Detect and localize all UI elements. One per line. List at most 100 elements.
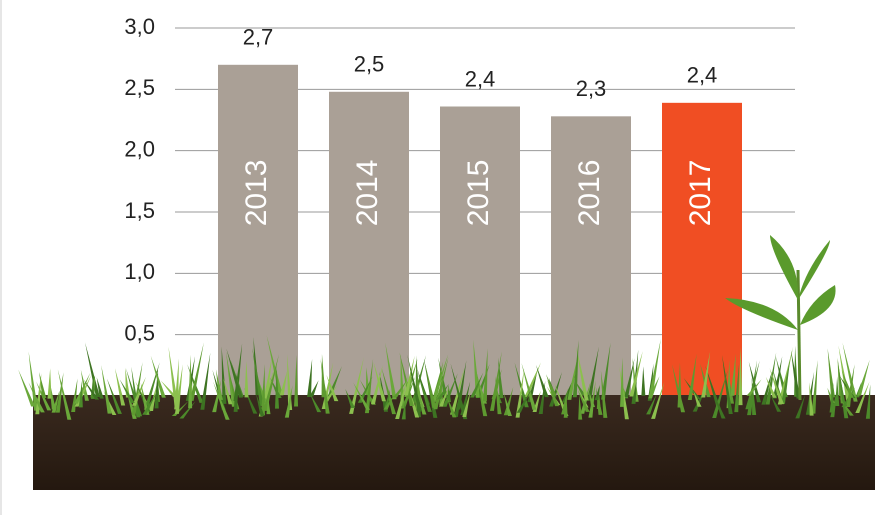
grass-blade bbox=[841, 369, 854, 398]
y-tick-label: 1,5 bbox=[124, 198, 155, 223]
grass-blade bbox=[160, 380, 178, 398]
leaf bbox=[798, 240, 830, 300]
grass-blade bbox=[349, 357, 364, 414]
grass-blade bbox=[260, 363, 265, 416]
grass-blade bbox=[266, 397, 271, 415]
grass-blade bbox=[532, 390, 541, 413]
grass-blade bbox=[373, 361, 387, 402]
grass-blade bbox=[126, 368, 143, 417]
grass-blade bbox=[646, 394, 657, 415]
category-label: 2013 bbox=[240, 160, 273, 227]
grass-blade bbox=[730, 353, 736, 396]
grass-blade bbox=[226, 348, 243, 398]
grass-blade bbox=[244, 387, 258, 414]
grass-blade bbox=[345, 388, 356, 408]
grass-blade bbox=[370, 364, 383, 405]
grass-blade bbox=[495, 387, 502, 404]
grass-blade bbox=[223, 378, 233, 405]
grass-blade bbox=[114, 368, 126, 406]
grass-blade bbox=[262, 354, 280, 411]
grass-blade bbox=[131, 362, 143, 416]
grass-blade bbox=[648, 338, 661, 396]
grass-blade bbox=[417, 369, 431, 405]
grass-blade bbox=[230, 359, 244, 397]
grass-blade bbox=[287, 354, 293, 410]
grass-blade bbox=[761, 370, 773, 405]
y-tick-label: 1,0 bbox=[124, 259, 155, 284]
grass-blade bbox=[827, 348, 836, 398]
grass-blade bbox=[549, 372, 562, 407]
grass-blade bbox=[446, 396, 457, 418]
grass-blade bbox=[431, 354, 449, 402]
grass-blade bbox=[648, 376, 660, 399]
grass-blade bbox=[324, 385, 338, 402]
grass-blade bbox=[353, 382, 371, 410]
grass-blade bbox=[713, 392, 726, 419]
grass-blade bbox=[672, 364, 686, 413]
grass-blade bbox=[620, 357, 625, 407]
grass-blade bbox=[150, 355, 166, 398]
grass-blade bbox=[495, 375, 502, 415]
grass-blade bbox=[855, 381, 870, 414]
bar bbox=[551, 116, 631, 406]
grass-blade bbox=[594, 384, 601, 401]
grass-blade bbox=[106, 378, 122, 414]
grass-blade bbox=[233, 343, 243, 402]
grass-blade bbox=[835, 376, 840, 406]
grass-blade bbox=[842, 342, 858, 402]
bar bbox=[218, 64, 298, 407]
grass-blade bbox=[221, 346, 227, 404]
grass-blade bbox=[187, 364, 204, 403]
bar bbox=[662, 102, 742, 407]
grass-blade bbox=[554, 383, 569, 417]
grass-blade bbox=[101, 365, 112, 414]
grass-blade bbox=[78, 380, 83, 408]
grass-blade bbox=[404, 355, 415, 396]
grass-blade bbox=[600, 342, 611, 400]
grass-blade bbox=[309, 380, 319, 397]
grass-blade bbox=[188, 354, 193, 409]
grass-blade bbox=[119, 379, 135, 403]
grass-blade bbox=[589, 391, 596, 407]
grass-blade bbox=[55, 372, 64, 413]
grass-blade bbox=[770, 394, 782, 412]
grass-blade bbox=[85, 342, 100, 398]
grass-blade bbox=[307, 358, 313, 397]
grass-blade bbox=[841, 387, 856, 408]
grass-blade bbox=[837, 357, 843, 396]
grass-blade bbox=[462, 390, 471, 418]
grass-blade bbox=[320, 359, 330, 414]
grass-blade bbox=[385, 342, 397, 400]
grass-blade bbox=[266, 335, 283, 396]
grass-blade bbox=[470, 372, 484, 398]
bar bbox=[440, 106, 520, 407]
leaf bbox=[770, 235, 799, 300]
grass-blade bbox=[438, 387, 450, 407]
grass-blade bbox=[790, 349, 801, 399]
grass-blade bbox=[35, 373, 42, 415]
grass-blade bbox=[857, 359, 870, 396]
grass-blade bbox=[567, 355, 578, 400]
grass-blade bbox=[473, 339, 480, 398]
grass-blade bbox=[364, 358, 374, 414]
grass-blade bbox=[71, 378, 78, 413]
grass-blade bbox=[399, 352, 414, 407]
grass-blade bbox=[83, 379, 100, 400]
grass-blade bbox=[393, 379, 408, 398]
y-tick-label: 2,5 bbox=[124, 75, 155, 100]
grass-blade bbox=[588, 380, 596, 418]
grass-blade bbox=[96, 377, 104, 399]
grass-blade bbox=[417, 372, 432, 412]
grass-blade bbox=[765, 352, 777, 405]
grass-blade bbox=[255, 392, 265, 417]
grass-blade bbox=[503, 392, 512, 416]
grass-blade bbox=[578, 394, 583, 420]
grass-blade bbox=[838, 396, 854, 416]
grass-blade bbox=[18, 369, 36, 407]
grass-blade bbox=[576, 346, 589, 401]
grass-blade bbox=[773, 370, 783, 402]
grass-blade bbox=[693, 390, 702, 407]
grass-blade bbox=[865, 384, 871, 419]
grass-blade bbox=[846, 364, 855, 407]
grass-blade bbox=[226, 351, 236, 407]
